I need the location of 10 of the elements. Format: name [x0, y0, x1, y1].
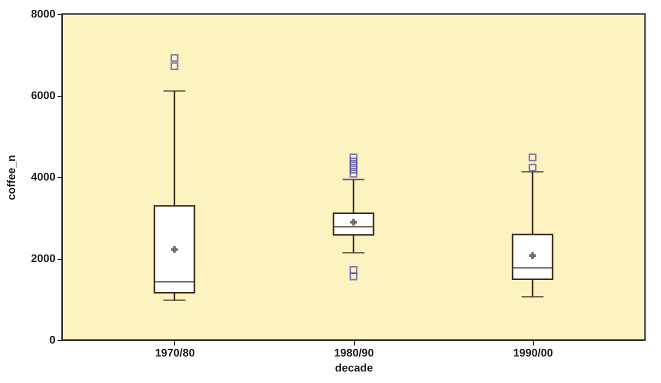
y-tick-label: 8000: [31, 8, 56, 20]
x-tick-label: 1970/80: [155, 348, 195, 360]
x-axis-title: decade: [335, 362, 373, 374]
y-tick-label: 6000: [31, 90, 56, 102]
y-tick-label: 4000: [31, 172, 56, 184]
y-axis-title: coffee_n: [6, 154, 18, 200]
y-tick-label: 0: [49, 334, 56, 346]
x-tick-label: 1980/90: [334, 348, 374, 360]
x-tick-label: 1990/00: [513, 348, 553, 360]
y-tick-label: 2000: [31, 253, 56, 265]
